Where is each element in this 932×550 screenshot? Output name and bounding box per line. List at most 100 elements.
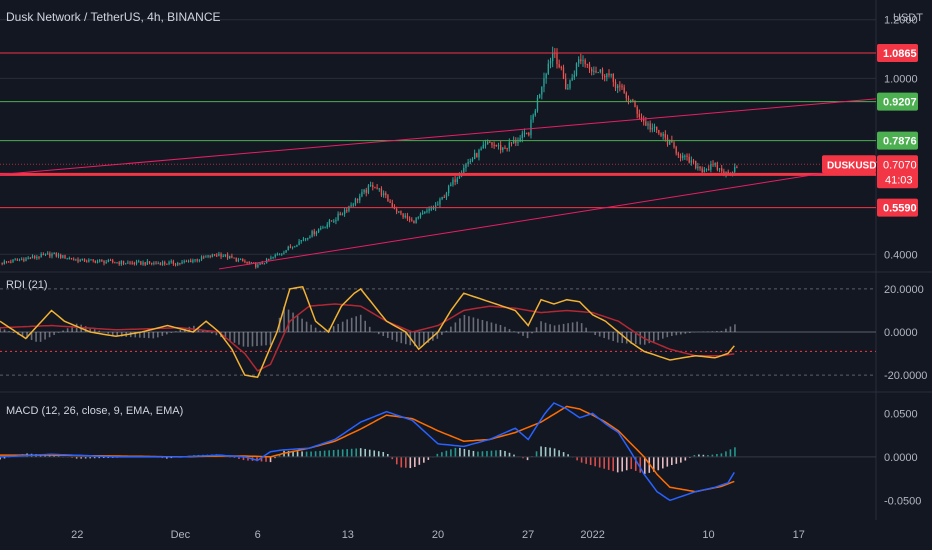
rdi-title[interactable]: RDI (21) <box>6 279 48 291</box>
macd-histogram-bar <box>585 456 587 464</box>
candle <box>185 259 188 263</box>
candle <box>42 252 45 256</box>
rdi-histogram-bar <box>0 327 1 332</box>
time-tick-label: 17 <box>793 529 805 541</box>
candle <box>426 208 428 214</box>
candle-body <box>432 208 435 210</box>
macd-histogram-bar <box>562 452 565 457</box>
candle-body <box>376 187 378 189</box>
macd-histogram-bar <box>292 451 294 457</box>
rdi-histogram-bar <box>571 322 574 332</box>
candle <box>224 254 227 258</box>
candle <box>398 211 400 214</box>
macd-histogram-bar <box>490 450 493 457</box>
rdi-pane[interactable] <box>0 285 876 379</box>
candle <box>434 202 437 212</box>
candle <box>161 260 164 266</box>
candle <box>86 259 88 263</box>
candle-body <box>595 70 597 73</box>
candle <box>153 261 155 266</box>
candle <box>480 146 482 151</box>
candle <box>506 147 508 152</box>
candle <box>441 196 443 201</box>
candle-body <box>712 164 714 166</box>
candle <box>454 176 456 186</box>
candle-body <box>597 72 599 74</box>
candle-body <box>99 260 101 262</box>
candle <box>21 257 23 261</box>
rdi-histogram-bar <box>441 332 443 335</box>
candle <box>473 149 476 160</box>
candle <box>304 238 307 242</box>
candle <box>677 151 680 158</box>
rdi-histogram-bar <box>544 322 547 332</box>
candle <box>88 258 90 263</box>
symbol-badge-bg <box>822 155 876 174</box>
candle <box>34 255 36 260</box>
candle <box>326 222 328 229</box>
candle <box>92 259 94 263</box>
candle-body <box>70 258 73 260</box>
level-badge-text: 0.9207 <box>883 97 917 109</box>
candle <box>283 250 285 255</box>
rdi-histogram-bar <box>305 321 308 332</box>
candle-body <box>710 164 712 170</box>
candle <box>352 202 354 208</box>
macd-histogram-bar <box>328 450 330 457</box>
rdi-histogram-bar <box>247 332 249 347</box>
candle <box>443 194 445 199</box>
candle <box>560 65 562 71</box>
candle <box>402 213 404 219</box>
candle <box>532 113 534 123</box>
rdi-histogram-bar <box>175 331 177 332</box>
currency-label[interactable]: USDT <box>893 12 923 24</box>
candle-body <box>721 168 723 172</box>
macd-histogram-bar <box>716 454 718 457</box>
candle-body <box>196 259 198 261</box>
macd-pane[interactable] <box>0 402 876 502</box>
candle-body <box>614 81 617 89</box>
candle-body <box>205 256 207 258</box>
candle <box>541 86 543 100</box>
candle-body <box>653 126 656 129</box>
macd-histogram-bar <box>702 454 705 457</box>
candle-body <box>658 130 660 134</box>
candle <box>478 148 480 161</box>
price-pane[interactable] <box>0 46 877 270</box>
rdi-histogram-bar <box>301 318 303 332</box>
macd-title[interactable]: MACD (12, 26, close, 9, EMA, EMA) <box>6 405 184 417</box>
candle-body <box>328 220 331 225</box>
candle <box>415 217 417 224</box>
macd-histogram-bar <box>233 456 236 458</box>
rdi-histogram-bar <box>8 331 10 332</box>
candle <box>122 260 125 266</box>
candle-body <box>428 208 430 211</box>
rdi-histogram-bar <box>707 331 709 332</box>
candle-body <box>166 263 168 265</box>
candle <box>625 91 628 102</box>
candle <box>411 217 413 222</box>
candle-body <box>148 261 151 263</box>
candle <box>99 259 101 263</box>
candle <box>673 140 675 149</box>
candle-body <box>177 262 179 265</box>
candle-body <box>562 67 565 79</box>
candle-body <box>53 253 55 255</box>
candle <box>194 259 196 263</box>
candle-body <box>42 254 45 256</box>
candle-body <box>545 73 547 79</box>
candle <box>406 212 409 221</box>
rdi-histogram-bar <box>418 332 421 347</box>
candle-body <box>333 221 335 223</box>
symbol-title[interactable]: Dusk Network / TetherUS, 4h, BINANCE <box>6 10 221 24</box>
candle <box>64 254 66 259</box>
candle <box>601 67 604 80</box>
macd-histogram-bar <box>373 450 376 457</box>
candle <box>708 165 710 171</box>
candle-body <box>90 259 92 261</box>
rdi-histogram-bar <box>594 332 596 336</box>
rdi-histogram-bar <box>612 332 614 342</box>
macd-histogram-bar <box>319 450 321 457</box>
rdi-histogram-bar <box>603 332 605 339</box>
